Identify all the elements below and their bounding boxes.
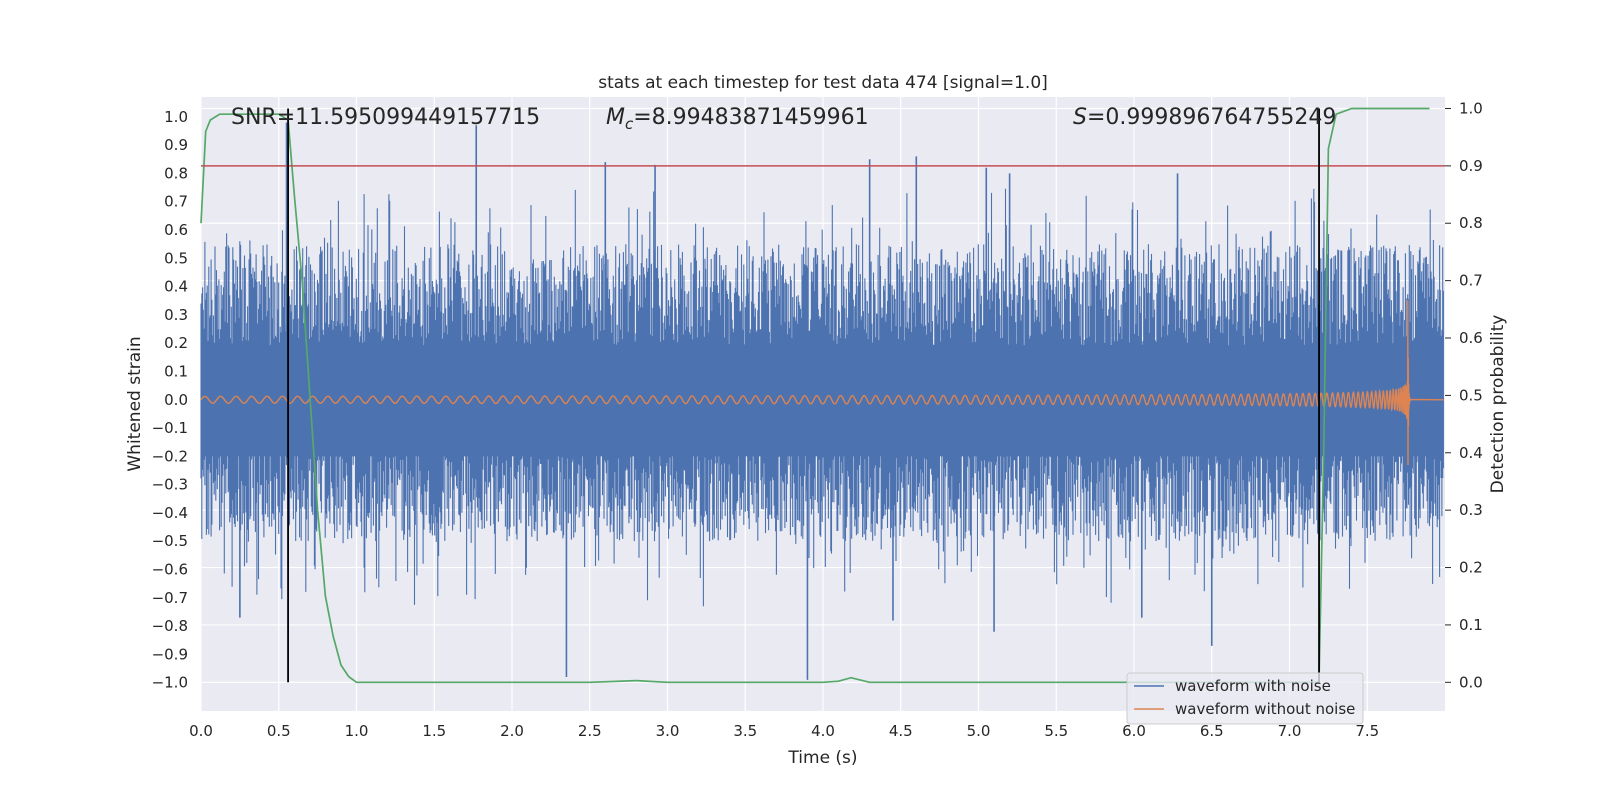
y-left-tick-label: 0.9 [164,136,188,154]
y-left-tick-label: −0.5 [152,532,188,550]
y-left-tick-label: −0.8 [152,617,188,635]
legend-box [1126,672,1364,725]
x-tick-label: 4.5 [889,722,913,740]
y-left-tick-label: 0.6 [164,221,188,239]
y-right-tick-label: 0.9 [1459,157,1483,175]
y-left-tick-label: −0.7 [152,589,188,607]
vertical-markers [201,108,1445,683]
y-left-tick-label: 0.4 [164,278,188,296]
y-left-tick-label: 0.7 [164,193,188,211]
x-tick-label: 5.5 [1044,722,1068,740]
y-left-tick-label: 0.1 [164,362,188,380]
y-axis-right-label: Detection probability [1488,315,1508,494]
series-waveform-without-noise [200,300,1444,466]
x-tick-label: 4.0 [811,722,835,740]
y-right-tick-label: 0.5 [1459,386,1483,404]
y-right-tick-label: 0.8 [1459,214,1483,232]
x-tick-label: 0.5 [267,722,291,740]
y-right-tick-label: 0.6 [1459,329,1483,347]
x-tick-label: 1.0 [345,722,369,740]
legend-label-noise: waveform with noise [1175,677,1331,695]
annotation-s: S=0.999896764755249 [1073,105,1336,130]
y-axis-left-label: Whitened strain [125,336,145,471]
s-symbol: S [1073,105,1087,130]
y-right-tick-label: 0.4 [1459,444,1483,462]
y-right-tick-label: 0.0 [1459,673,1483,691]
y-left-tick-label: 0.3 [164,306,188,324]
y-right-tick-label: 0.2 [1459,559,1483,577]
x-tick-label: 6.5 [1200,722,1224,740]
mc-symbol: M [606,105,625,130]
mc-subscript: c [625,115,634,133]
probability-line [200,107,1430,684]
y-left-tick-label: −1.0 [152,674,188,692]
x-tick-label: 7.0 [1278,722,1302,740]
x-tick-label: 2.0 [500,722,524,740]
y-left-tick-label: −0.3 [152,476,188,494]
chart-title: stats at each timestep for test data 474… [598,73,1048,93]
y-right-tick-label: 0.3 [1459,501,1483,519]
legend: waveform with noise waveform without noi… [1126,672,1364,725]
legend-label-clean: waveform without noise [1175,700,1355,718]
clean-trace [200,300,1444,466]
x-tick-label: 0.0 [189,722,213,740]
x-tick-label: 1.5 [422,722,446,740]
annotation-snr: SNR=11.595099449157715 [231,105,540,130]
s-value: =0.999896764755249 [1087,105,1336,130]
x-tick-label: 7.5 [1355,722,1379,740]
y-left-tick-label: −0.1 [152,419,188,437]
x-tick-label: 3.0 [656,722,680,740]
y-left-tick-label: −0.4 [152,504,188,522]
x-axis-ticks: 0.0 0.5 1.0 1.5 2.0 2.5 3.0 3.5 4.0 4.5 5.0 5.5 6.0 6… [189,722,1379,740]
y-right-tick-label: 1.0 [1459,99,1483,117]
series-detection-probability [200,107,1430,684]
y-axis-right-ticks: 1.0 0.9 0.8 0.7 0.6 0.5 0.4 0.3 0.2 0.1 0.0 [1445,99,1483,691]
y-left-tick-label: −0.2 [152,447,188,465]
y-right-tick-label: 0.7 [1459,272,1483,290]
y-left-tick-label: 0.0 [164,391,188,409]
y-right-tick-label: 0.1 [1459,616,1483,634]
x-tick-label: 2.5 [578,722,602,740]
y-left-tick-label: 1.0 [164,108,188,126]
annotation-mc: Mc=8.99483871459961 [606,105,869,133]
y-left-tick-label: −0.6 [152,561,188,579]
y-left-tick-label: 0.5 [164,249,188,267]
mc-value: =8.99483871459961 [633,105,868,130]
x-axis-label: Time (s) [787,748,857,768]
y-axis-left-ticks: 1.0 0.9 0.8 0.7 0.6 0.5 0.4 0.3 0.2 0.1 0.0 −0.1 −0.… [152,108,188,692]
y-left-tick-label: 0.2 [164,334,188,352]
x-tick-label: 5.0 [967,722,991,740]
y-left-tick-label: −0.9 [152,645,188,663]
x-tick-label: 3.5 [733,722,757,740]
x-tick-label: 6.0 [1122,722,1146,740]
y-left-tick-label: 0.8 [164,164,188,182]
